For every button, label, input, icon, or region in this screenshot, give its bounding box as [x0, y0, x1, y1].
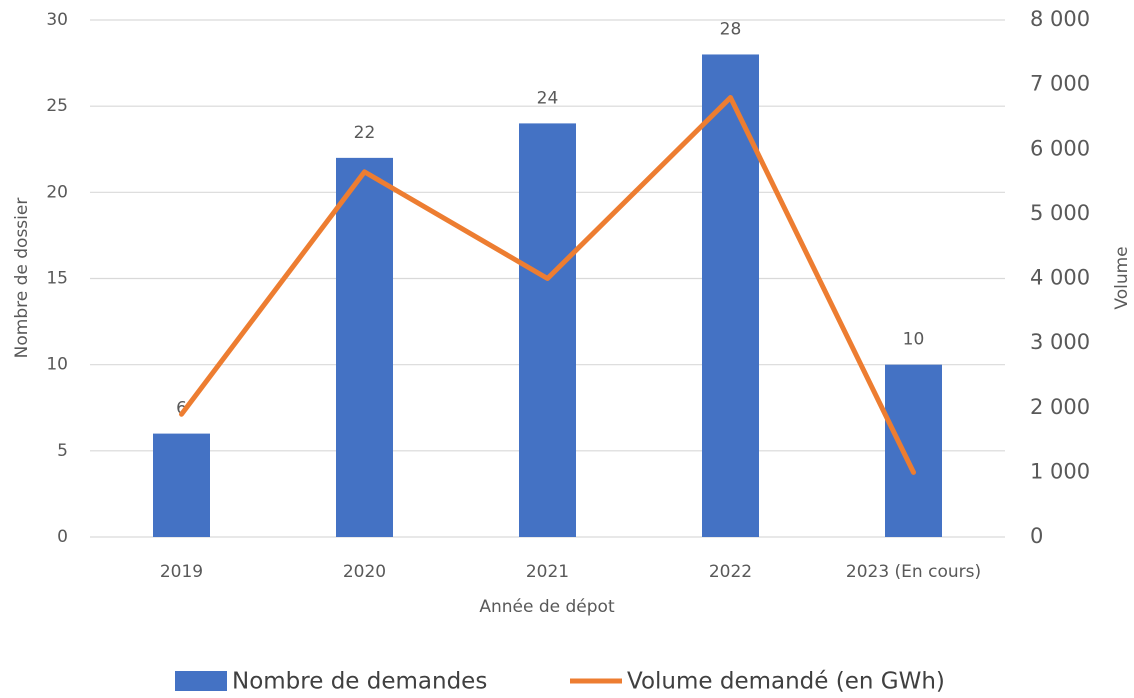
bar	[153, 433, 210, 537]
x-tick-label: 2019	[160, 562, 203, 582]
x-axis-label: Année de dépot	[479, 597, 615, 617]
y2-tick-label: 1 000	[1030, 459, 1090, 483]
bar	[336, 157, 393, 537]
data-label: 28	[720, 19, 742, 39]
y2-tick-label: 8 000	[1030, 7, 1090, 31]
legend-label: Nombre de demandes	[232, 669, 487, 695]
y2-tick-label: 5 000	[1030, 201, 1090, 225]
data-label: 6	[176, 399, 187, 419]
line	[179, 95, 916, 475]
y-tick-label: 15	[46, 269, 68, 289]
y2-tick-label: 0	[1030, 524, 1043, 548]
x-tick-label: 2022	[709, 562, 752, 582]
legend-swatch	[175, 671, 227, 691]
y-tick-label: 20	[46, 182, 68, 202]
y2-tick-label: 3 000	[1030, 330, 1090, 354]
x-tick-label: 2020	[343, 562, 386, 582]
y-tick-label: 10	[46, 355, 68, 375]
x-tick-label: 2023 (En cours)	[846, 562, 981, 582]
y2-tick-label: 2 000	[1030, 395, 1090, 419]
y2-tick-label: 7 000	[1030, 72, 1090, 96]
legend-label: Volume demandé (en GWh)	[627, 669, 945, 695]
bar	[702, 54, 759, 537]
y-tick-label: 0	[57, 527, 68, 547]
data-label: 24	[537, 88, 559, 108]
y2-axis-label: Volume	[1112, 246, 1132, 309]
data-label: 10	[903, 330, 925, 350]
y2-tick-label: 6 000	[1030, 136, 1090, 160]
y-tick-label: 25	[46, 96, 68, 116]
y-tick-label: 30	[46, 10, 68, 30]
y-tick-label: 5	[57, 441, 68, 461]
bar	[519, 123, 576, 538]
bar	[885, 364, 942, 537]
y2-tick-label: 4 000	[1030, 266, 1090, 290]
y-axis-label: Nombre de dossier	[12, 198, 32, 359]
data-label: 22	[354, 123, 376, 143]
x-tick-label: 2021	[526, 562, 569, 582]
